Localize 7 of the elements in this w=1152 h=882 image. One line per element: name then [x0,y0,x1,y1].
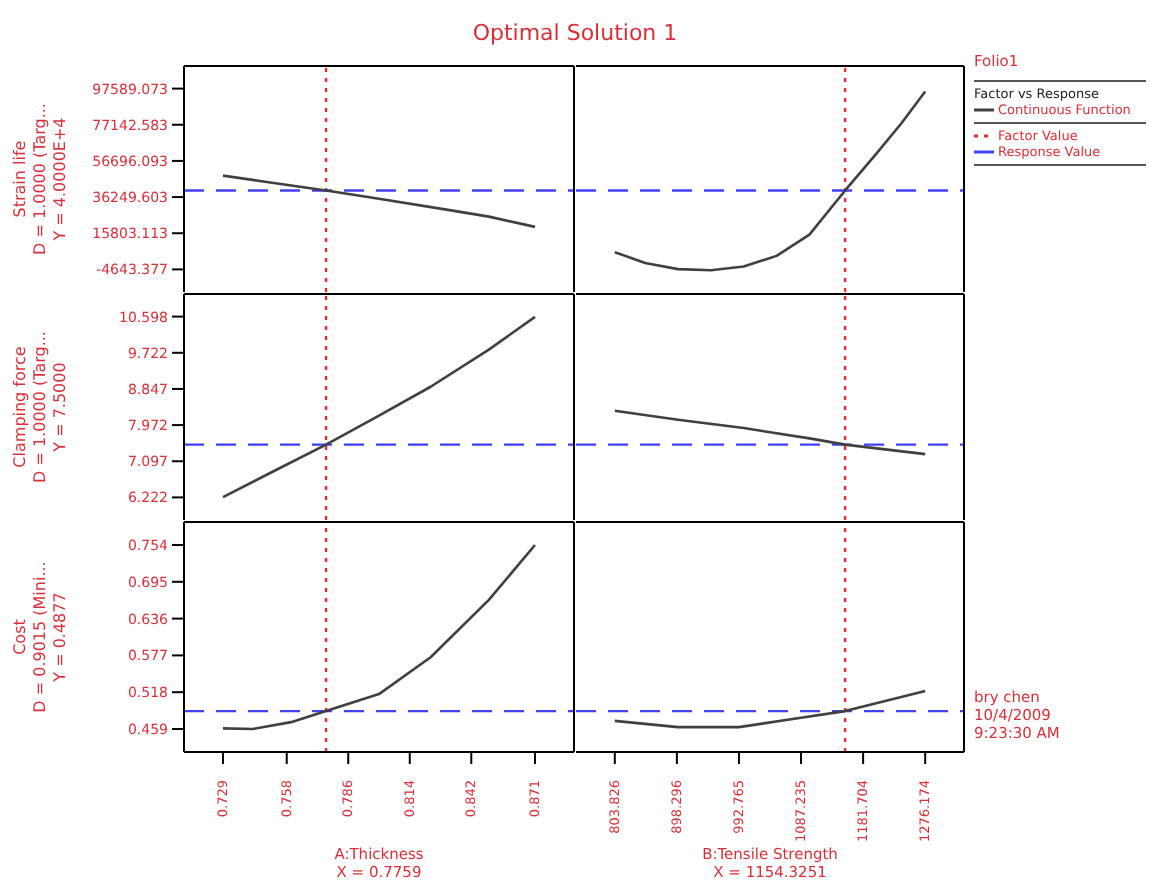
y-axis-title: Clamping force D = 1.0000 (Targ... Y = 7.5000 [11,331,69,483]
chart-title: Optimal Solution 1 [470,20,680,46]
line-series [221,174,537,229]
line-series [221,315,537,499]
y-axis-title: Strain life D = 1.0000 (Targ... Y = 4.0000E+4 [11,103,69,255]
y-axis-title: Cost D = 0.9015 (Mini... Y = 0.4877 [11,561,69,713]
line-series [221,543,537,731]
